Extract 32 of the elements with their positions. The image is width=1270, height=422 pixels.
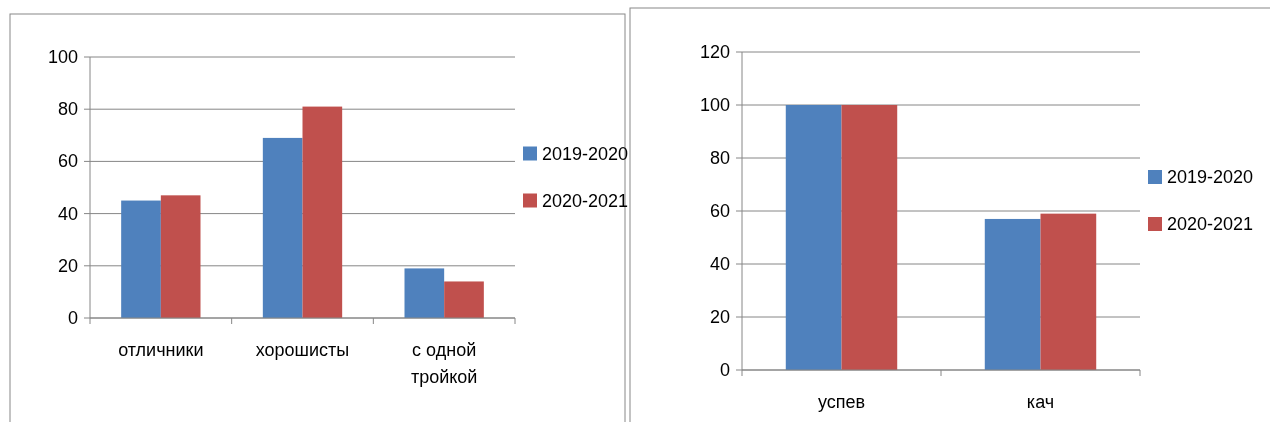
x-tick-label: успев — [817, 392, 866, 412]
y-tick-label: 80 — [57, 99, 78, 120]
bar — [1040, 213, 1097, 370]
y-tick-label: 120 — [699, 42, 730, 62]
y-tick-label: 20 — [57, 255, 78, 276]
bar — [404, 268, 445, 318]
y-tick-label: 60 — [709, 201, 730, 221]
y-tick-label: 0 — [719, 360, 730, 380]
legend-label: 2019-2020 — [542, 143, 629, 164]
legend-label: 2019-2020 — [1167, 167, 1254, 187]
y-tick-label: 20 — [709, 307, 730, 327]
x-tick-label: кач — [1026, 392, 1055, 412]
x-tick-label: с одной тройкой — [410, 340, 478, 387]
y-tick-label: 100 — [699, 95, 730, 115]
bar — [785, 105, 842, 370]
legend-label: 2020-2021 — [542, 190, 629, 211]
bar — [302, 106, 343, 318]
y-tick-label: 40 — [57, 203, 78, 224]
y-tick-label: 0 — [67, 308, 78, 328]
bar — [121, 200, 161, 318]
legend-label: 2020-2021 — [1167, 214, 1254, 234]
y-tick-label: 100 — [47, 47, 78, 67]
x-tick-label: отличники — [118, 340, 204, 360]
y-tick-label: 60 — [57, 151, 78, 172]
bar — [262, 137, 303, 318]
bar — [841, 105, 898, 370]
y-tick-label: 40 — [709, 254, 730, 274]
bar — [984, 218, 1041, 370]
y-tick-label: 80 — [709, 148, 730, 168]
x-tick-label: хорошисты — [255, 340, 350, 360]
bar — [444, 281, 484, 318]
bar — [160, 195, 201, 318]
